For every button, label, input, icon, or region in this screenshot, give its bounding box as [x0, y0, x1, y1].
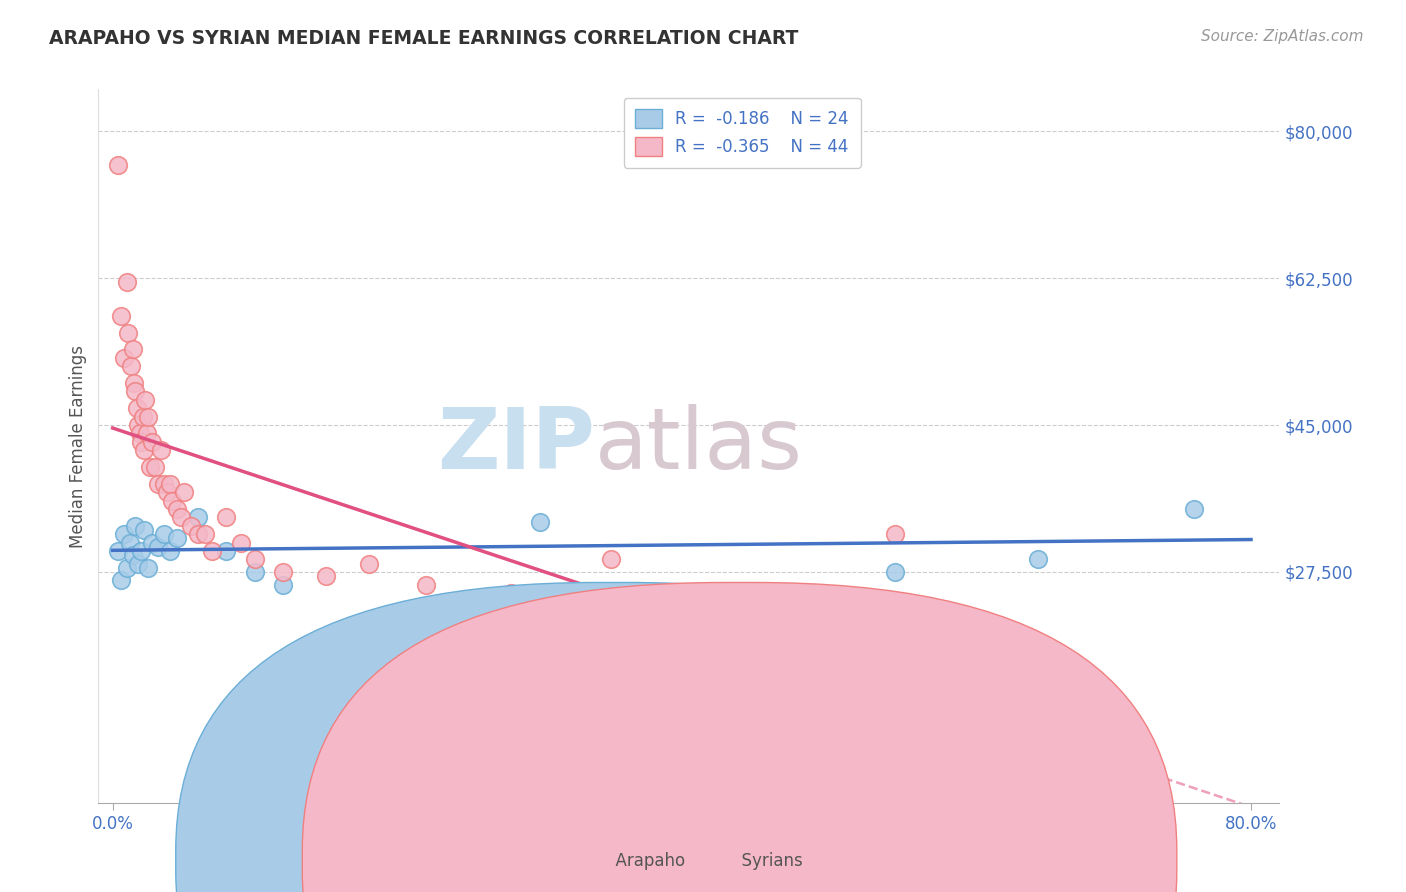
Point [415, 577, 437, 591]
Point [153, 476, 176, 491]
Point [243, 565, 266, 579]
Point [173, 485, 195, 500]
Point [135, 426, 157, 441]
Point [107, 158, 129, 172]
Point [229, 535, 252, 549]
Point [884, 527, 907, 541]
Text: Source: ZipAtlas.com: Source: ZipAtlas.com [1201, 29, 1364, 44]
Point [194, 527, 217, 541]
Point [180, 518, 202, 533]
Point [159, 544, 181, 558]
Point [273, 577, 295, 591]
Point [136, 560, 159, 574]
Point [110, 309, 132, 323]
Point [141, 434, 163, 449]
Point [201, 544, 224, 558]
Point [166, 502, 188, 516]
Text: Arapaho: Arapaho [605, 852, 685, 870]
Point [499, 586, 522, 600]
Point [187, 510, 209, 524]
Point [215, 544, 238, 558]
Point [148, 476, 170, 491]
Point [127, 417, 149, 432]
Point [125, 401, 148, 416]
Point [128, 426, 150, 441]
Point [122, 376, 145, 390]
Point [156, 485, 179, 500]
Point [141, 535, 163, 549]
Point [1026, 552, 1049, 566]
Point [124, 384, 146, 399]
Point [143, 460, 166, 475]
Text: Syrians: Syrians [731, 852, 803, 870]
Point [120, 359, 142, 374]
Text: atlas: atlas [595, 404, 803, 488]
Point [357, 557, 380, 571]
Point [599, 552, 621, 566]
Point [121, 548, 143, 562]
Point [132, 523, 155, 537]
Point [134, 392, 156, 407]
Point [129, 434, 152, 449]
Point [129, 544, 152, 558]
Point [1182, 502, 1205, 516]
Point [112, 351, 135, 365]
Point [159, 476, 181, 491]
Legend: R =  -0.186    N = 24, R =  -0.365    N = 44: R = -0.186 N = 24, R = -0.365 N = 44 [624, 97, 860, 168]
Point [215, 510, 238, 524]
Text: ZIP: ZIP [437, 404, 595, 488]
Point [138, 460, 160, 475]
Point [273, 565, 295, 579]
Point [187, 527, 209, 541]
Point [170, 510, 193, 524]
Point [150, 443, 173, 458]
Point [124, 518, 146, 533]
Point [148, 540, 170, 554]
Point [243, 552, 266, 566]
Point [121, 343, 143, 357]
Point [131, 409, 153, 424]
Point [115, 560, 138, 574]
Point [118, 535, 141, 549]
Point [153, 527, 176, 541]
Y-axis label: Median Female Earnings: Median Female Earnings [69, 344, 87, 548]
Point [117, 326, 139, 340]
Text: ARAPAHO VS SYRIAN MEDIAN FEMALE EARNINGS CORRELATION CHART: ARAPAHO VS SYRIAN MEDIAN FEMALE EARNINGS… [49, 29, 799, 47]
Point [162, 493, 184, 508]
Point [315, 569, 337, 583]
Point [127, 557, 149, 571]
Point [136, 409, 159, 424]
Point [529, 515, 551, 529]
Point [884, 565, 907, 579]
Point [115, 275, 138, 289]
Point [166, 532, 188, 546]
Point [110, 574, 132, 588]
Point [107, 544, 129, 558]
Point [132, 443, 155, 458]
Point [112, 527, 135, 541]
